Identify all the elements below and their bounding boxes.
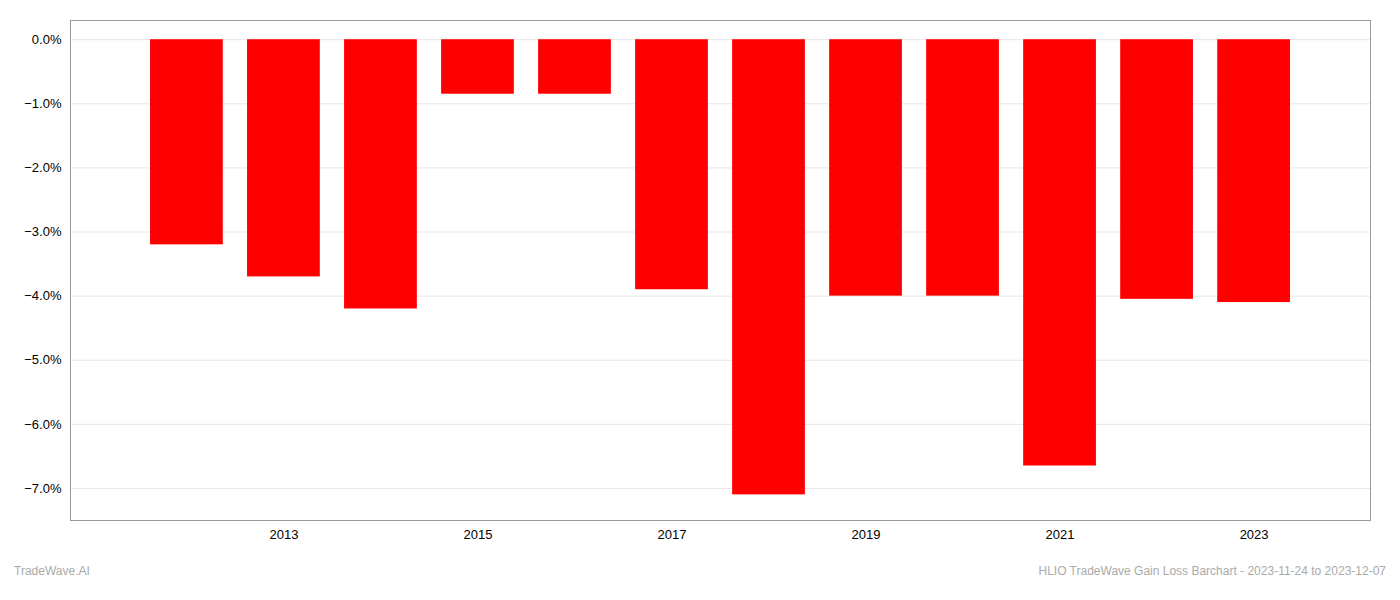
svg-text:2021: 2021 bbox=[1046, 527, 1075, 542]
svg-text:−3.0%: −3.0% bbox=[24, 224, 62, 239]
svg-text:2015: 2015 bbox=[464, 527, 493, 542]
svg-text:2013: 2013 bbox=[269, 527, 298, 542]
svg-text:−5.0%: −5.0% bbox=[24, 352, 62, 367]
svg-text:−1.0%: −1.0% bbox=[24, 96, 62, 111]
svg-text:2023: 2023 bbox=[1240, 527, 1269, 542]
svg-text:2017: 2017 bbox=[658, 527, 687, 542]
svg-text:−2.0%: −2.0% bbox=[24, 160, 62, 175]
svg-text:0.0%: 0.0% bbox=[32, 32, 62, 47]
html-text:TradeWave.AI: TradeWave.AI bbox=[14, 564, 90, 578]
html-text:HLIO TradeWave Gain Loss Barch: HLIO TradeWave Gain Loss Barchart - 2023… bbox=[1038, 564, 1386, 578]
svg-text:2019: 2019 bbox=[852, 527, 881, 542]
svg-text:−4.0%: −4.0% bbox=[24, 288, 62, 303]
svg-text:−7.0%: −7.0% bbox=[24, 481, 62, 496]
svg-text:−6.0%: −6.0% bbox=[24, 417, 62, 432]
